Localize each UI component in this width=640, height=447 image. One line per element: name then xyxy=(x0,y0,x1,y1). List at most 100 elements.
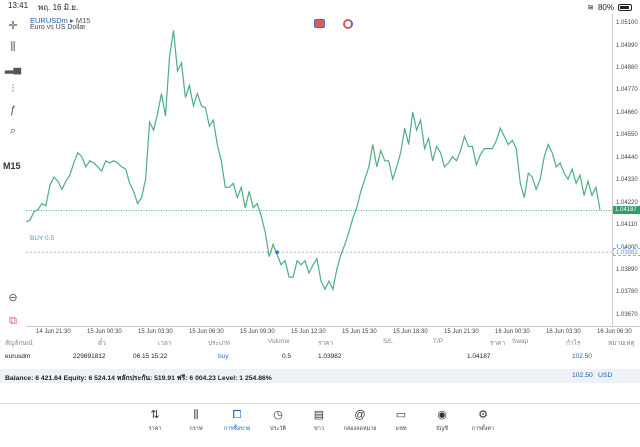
time-tick-label: 16 Jun 00:30 xyxy=(495,329,530,335)
battery-icon xyxy=(618,3,632,11)
symbol-separator: ▸ xyxy=(70,16,74,25)
balance-summary: Balance: 6 421.64 Equity: 6 524.14 หลักป… xyxy=(5,375,272,382)
balance-total: 102.50 xyxy=(572,372,593,379)
candles-icon: ⫼ xyxy=(193,409,199,421)
chart-canvas[interactable] xyxy=(26,14,612,326)
refresh-icon[interactable] xyxy=(343,19,353,29)
column-header[interactable]: เวลา xyxy=(158,340,172,347)
nav-item[interactable]: ⇅ ราคา xyxy=(135,408,175,433)
symbol-description: Euro vs US Dollar xyxy=(30,24,86,31)
one-click-trading-icon[interactable]: ⧉ xyxy=(9,315,17,327)
crosshair-icon[interactable]: ✛ xyxy=(8,20,18,32)
time-tick-label: 15 Jun 12:30 xyxy=(291,329,326,335)
time-tick-label: 15 Jun 18:30 xyxy=(393,329,428,335)
price-tick-label: 1.04440 xyxy=(616,154,638,161)
cell-volume: 0.5 xyxy=(282,353,292,360)
nav-item[interactable]: ⧠ การซื้อขาย xyxy=(217,408,257,433)
price-tick-label: 1.03780 xyxy=(616,289,638,296)
battery-percent: 80% xyxy=(597,2,614,12)
time-tick-label: 15 Jun 21:30 xyxy=(444,329,479,335)
nav-item[interactable]: ▭ แชท xyxy=(381,408,421,433)
column-header[interactable]: ราคา xyxy=(318,340,334,347)
price-tick-label: 1.04000 xyxy=(616,245,638,251)
status-time: 13:41 xyxy=(8,0,29,10)
cell-open-price: 1.03982 xyxy=(318,353,342,360)
price-axis: 1.05100 1.04990 1.04880 1.04770 1.04660 1.045… xyxy=(612,14,640,326)
chart-top-icons xyxy=(314,19,353,29)
objects-icon[interactable]: ⌕ xyxy=(9,125,17,137)
gear-icon: ⚙ xyxy=(478,409,488,421)
price-tick-label: 1.04660 xyxy=(616,109,638,116)
timeframe-selector[interactable]: M15 xyxy=(3,161,21,171)
column-header[interactable]: สัญลักษณ์ xyxy=(5,340,33,347)
nav-item[interactable]: ◷ ประวัติ xyxy=(258,408,298,433)
account-icon: ◉ xyxy=(437,409,447,421)
column-header[interactable]: S/L xyxy=(383,338,393,345)
cell-profit: 102.50 xyxy=(572,353,592,360)
nav-item[interactable]: ⫼ กราฟ xyxy=(176,408,216,433)
column-header[interactable]: ประเภท xyxy=(208,340,230,347)
wifi-icon: ≋ xyxy=(587,2,594,12)
arrows-updown-icon: ⇅ xyxy=(150,409,160,421)
cell-symbol: eurusdm xyxy=(5,353,31,360)
trade-entry-marker[interactable] xyxy=(275,250,279,254)
symbol-name: EURUSDm xyxy=(30,16,68,25)
buy-price-label: 1.03982 xyxy=(613,248,640,257)
current-price-label: 1.04187 xyxy=(613,206,640,215)
time-axis: 14 Jun 21:30 15 Jun 00:30 15 Jun 03:30 15 J… xyxy=(26,326,640,337)
trade-chart-icon: ⧠ xyxy=(232,409,242,421)
cell-type: buy xyxy=(218,353,229,360)
cell-time: 06.15 15:22 xyxy=(133,353,168,360)
time-tick-label: 15 Jun 03:30 xyxy=(138,329,173,335)
column-header[interactable]: หมายเหตุ xyxy=(608,340,635,347)
price-tick-label: 1.04880 xyxy=(616,65,638,72)
bottom-nav: ⇅ ราคา ⫼ กราฟ ⧠ การซื้อขาย ◷ ประวัติ ▤ ข่าว @ กล่อง… xyxy=(0,403,640,447)
candles-icon[interactable]: ⫼ xyxy=(10,41,16,53)
balance-currency: USD xyxy=(598,372,613,379)
mail-at-icon: @ xyxy=(354,409,366,421)
column-header[interactable]: ราคา xyxy=(490,340,506,347)
nav-item[interactable]: ⚙ การตั้งค่า xyxy=(463,408,503,433)
column-header[interactable]: ตั๋ว xyxy=(98,340,106,347)
time-tick-label: 15 Jun 09:30 xyxy=(240,329,275,335)
zoom-icon[interactable]: ⊖ xyxy=(8,292,18,304)
trade-table-header: สัญลักษณ์ ตั๋ว เวลา ประเภท Volume ราคา S/L T/P ร… xyxy=(0,338,640,350)
column-header[interactable]: กำไร xyxy=(566,340,581,347)
bar-chart-icon[interactable]: ▂▄ xyxy=(4,62,22,74)
flag-icon[interactable] xyxy=(314,19,325,28)
cell-price: 1.04187 xyxy=(467,353,491,360)
news-icon: ▤ xyxy=(313,409,325,421)
nav-label: กล่องจดหมาย xyxy=(343,426,377,432)
time-tick-label: 16 Jun 03:30 xyxy=(546,329,581,335)
price-tick-label: 1.04770 xyxy=(616,87,638,94)
price-tick-label: 1.04110 xyxy=(616,222,638,229)
balance-bar: Balance: 6 421.64 Equity: 6 524.14 หลักป… xyxy=(0,369,640,383)
chat-icon: ▭ xyxy=(395,409,407,421)
symbol-timeframe: M15 xyxy=(75,16,91,25)
table-row[interactable]: eurusdm 229891812 06.15 15:22 buy 0.5 1.… xyxy=(0,353,640,365)
price-tick-label: 1.04330 xyxy=(616,177,638,184)
price-tick-label: 1.04550 xyxy=(616,132,638,139)
chart-toolbar: ✛ ⫼ ▂▄ ⫶ ƒ ⌕ M15 ⊖ ⧉ xyxy=(0,14,26,334)
price-chart[interactable] xyxy=(26,14,612,326)
price-tick-label: 1.03670 xyxy=(616,311,638,318)
column-header[interactable]: Swap xyxy=(512,338,529,345)
nav-item[interactable]: ◉ บัญชี xyxy=(422,408,462,433)
nav-item[interactable]: ▤ ข่าว xyxy=(299,408,339,433)
price-tick-label: 1.03890 xyxy=(616,266,638,273)
indicators-icon[interactable]: ⫶ xyxy=(11,83,15,95)
nav-item[interactable]: @ กล่องจดหมาย xyxy=(340,408,380,433)
time-tick-label: 14 Jun 21:30 xyxy=(36,329,71,335)
time-tick-label: 15 Jun 00:30 xyxy=(87,329,122,335)
price-tick-label: 1.05100 xyxy=(616,20,638,27)
function-icon[interactable]: ƒ xyxy=(9,104,17,116)
price-tick-label: 1.04990 xyxy=(616,42,638,49)
price-series-line xyxy=(26,30,601,292)
time-tick-label: 16 Jun 06:30 xyxy=(597,329,632,335)
column-header[interactable]: T/P xyxy=(433,338,444,345)
nav-label: กราฟ xyxy=(189,426,203,432)
time-tick-label: 15 Jun 15:30 xyxy=(342,329,377,335)
history-icon: ◷ xyxy=(273,409,283,421)
nav-label: ราคา xyxy=(148,426,162,432)
column-header[interactable]: Volume xyxy=(268,338,290,345)
